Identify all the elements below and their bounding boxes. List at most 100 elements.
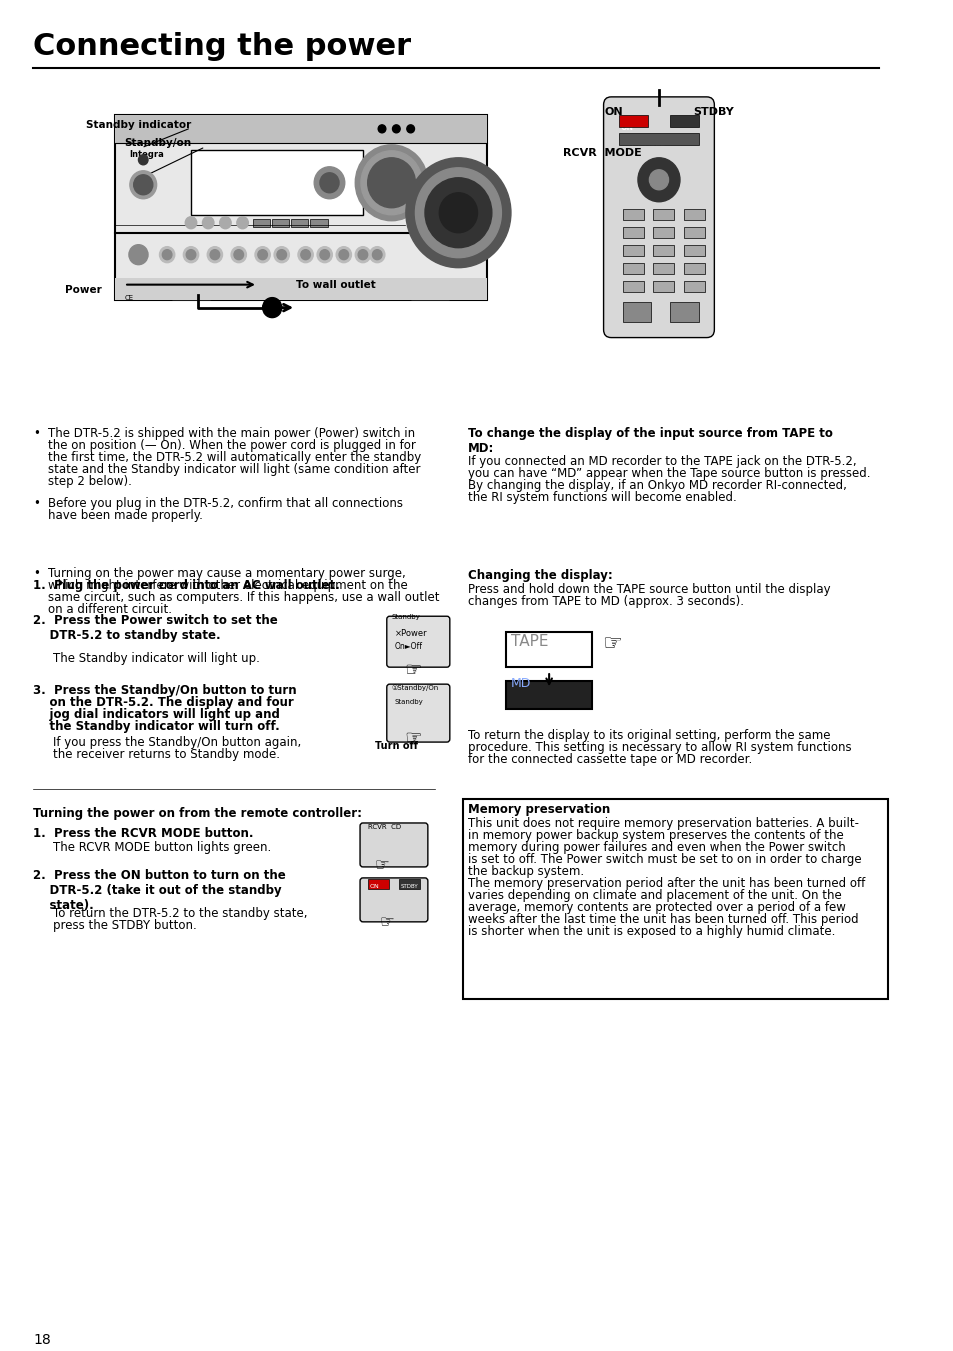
Circle shape [254, 247, 270, 262]
FancyBboxPatch shape [359, 878, 427, 921]
Circle shape [369, 247, 384, 262]
Text: the backup system.: the backup system. [468, 865, 583, 878]
Bar [683, 209, 704, 220]
Text: which might interfere with other electrical equipment on the: which might interfere with other electri… [48, 580, 407, 592]
Circle shape [129, 245, 148, 265]
Text: varies depending on climate and placement of the unit. On the: varies depending on climate and placemen… [468, 889, 841, 902]
Text: The Standby indicator will light up.: The Standby indicator will light up. [52, 653, 259, 665]
Circle shape [638, 158, 679, 201]
Bar [410, 288, 449, 300]
Text: the Standby indicator will turn off.: the Standby indicator will turn off. [33, 720, 280, 734]
Circle shape [274, 247, 289, 262]
Text: ☞: ☞ [374, 857, 389, 875]
Circle shape [649, 170, 668, 189]
Bar [653, 227, 674, 238]
Circle shape [202, 216, 213, 228]
Bar [367, 880, 388, 889]
Bar [506, 632, 592, 667]
Text: ON: ON [604, 107, 622, 118]
Text: Before you plug in the DTR-5.2, confirm that all connections: Before you plug in the DTR-5.2, confirm … [48, 497, 402, 511]
Circle shape [210, 250, 219, 259]
Circle shape [424, 178, 492, 247]
Bar [683, 227, 704, 238]
Bar [618, 115, 647, 127]
Text: the RI system functions will become enabled.: the RI system functions will become enab… [468, 492, 736, 504]
Text: press the STDBY button.: press the STDBY button. [52, 919, 196, 932]
Bar [670, 301, 699, 322]
Bar [683, 262, 704, 274]
Text: Standby: Standby [391, 615, 420, 620]
Text: ☞: ☞ [403, 661, 421, 680]
Text: 1.  Plug the power cord into an AC wall outlet.: 1. Plug the power cord into an AC wall o… [33, 580, 340, 592]
Text: TAPE: TAPE [511, 634, 548, 650]
Bar [114, 115, 487, 143]
Text: •: • [33, 427, 40, 440]
Bar [253, 219, 270, 227]
Bar [670, 115, 699, 127]
Text: Connecting the power: Connecting the power [33, 32, 411, 61]
Circle shape [319, 173, 338, 193]
Text: •: • [33, 497, 40, 511]
Bar [463, 798, 887, 998]
Text: ×Power: ×Power [394, 630, 427, 638]
Text: Integra: Integra [129, 150, 164, 159]
Text: ☞: ☞ [403, 730, 421, 748]
Text: same circuit, such as computers. If this happens, use a wall outlet: same circuit, such as computers. If this… [48, 592, 438, 604]
Bar [622, 227, 643, 238]
Text: To wall outlet: To wall outlet [295, 280, 375, 289]
Text: state and the Standby indicator will light (same condition after: state and the Standby indicator will lig… [48, 463, 420, 477]
Bar [683, 245, 704, 255]
Text: on a different circuit.: on a different circuit. [48, 604, 172, 616]
FancyBboxPatch shape [386, 684, 450, 742]
Text: procedure. This setting is necessary to allow RI system functions: procedure. This setting is necessary to … [468, 742, 851, 754]
Text: you can have “MD” appear when the Tape source button is pressed.: you can have “MD” appear when the Tape s… [468, 467, 869, 481]
Circle shape [185, 216, 196, 228]
Circle shape [130, 170, 156, 199]
Text: Standby: Standby [394, 698, 423, 705]
Text: 3.  Press the Standby/On button to turn: 3. Press the Standby/On button to turn [33, 684, 296, 697]
FancyBboxPatch shape [386, 616, 450, 667]
Text: step 2 below).: step 2 below). [48, 476, 132, 489]
Text: MD: MD [511, 677, 531, 690]
Text: for the connected cassette tape or MD recorder.: for the connected cassette tape or MD re… [468, 753, 751, 766]
Text: 18: 18 [33, 1333, 51, 1347]
Text: on the DTR-5.2. The display and four: on the DTR-5.2. The display and four [33, 696, 294, 709]
Bar [622, 262, 643, 274]
FancyBboxPatch shape [603, 97, 714, 338]
Bar [618, 132, 699, 145]
Bar [398, 880, 419, 889]
Circle shape [262, 297, 281, 317]
Text: •: • [33, 567, 40, 581]
Circle shape [355, 145, 427, 220]
Text: Turning the power on from the remote controller:: Turning the power on from the remote con… [33, 807, 362, 820]
Text: RCVR  CD: RCVR CD [367, 824, 400, 830]
Circle shape [162, 250, 172, 259]
Circle shape [335, 247, 351, 262]
Text: If you connected an MD recorder to the TAPE jack on the DTR-5.2,: If you connected an MD recorder to the T… [468, 455, 856, 469]
Text: Standby indicator: Standby indicator [86, 120, 191, 130]
FancyBboxPatch shape [359, 823, 427, 867]
Text: have been made properly.: have been made properly. [48, 509, 202, 523]
Circle shape [415, 168, 501, 258]
Bar [272, 219, 289, 227]
Circle shape [159, 247, 174, 262]
Bar [191, 150, 362, 215]
Text: average, memory contents are protected over a period of a few: average, memory contents are protected o… [468, 901, 845, 913]
Bar [683, 281, 704, 292]
Bar [291, 219, 308, 227]
Text: jog dial indicators will light up and: jog dial indicators will light up and [33, 708, 280, 721]
Text: To return the DTR-5.2 to the standby state,: To return the DTR-5.2 to the standby sta… [52, 907, 307, 920]
Text: The RCVR MODE button lights green.: The RCVR MODE button lights green. [52, 840, 271, 854]
Circle shape [360, 151, 421, 215]
Text: STDBY: STDBY [693, 107, 733, 118]
Circle shape [392, 124, 399, 132]
Text: ON: ON [369, 884, 379, 889]
Bar [506, 681, 592, 709]
Text: Press and hold down the TAPE source button until the display: Press and hold down the TAPE source butt… [468, 584, 830, 596]
Circle shape [314, 166, 344, 199]
Text: ①Standby/On: ①Standby/On [391, 684, 438, 690]
Circle shape [367, 158, 415, 208]
Circle shape [207, 247, 222, 262]
Text: Changing the display:: Changing the display: [468, 569, 612, 582]
Text: ☞: ☞ [379, 913, 395, 932]
